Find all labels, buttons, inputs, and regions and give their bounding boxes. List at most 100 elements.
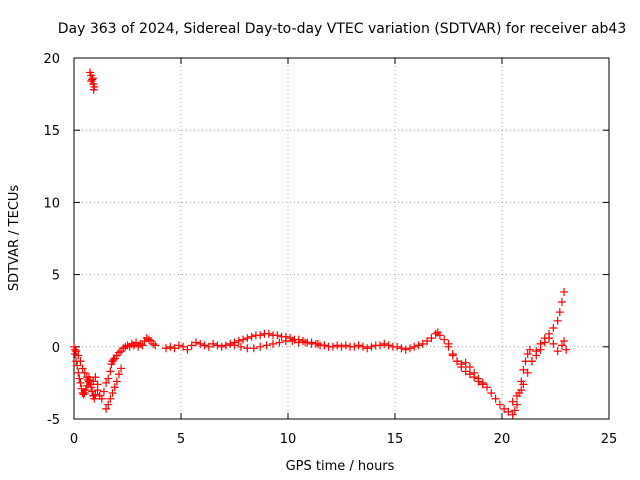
data-point xyxy=(440,335,449,344)
data-point xyxy=(187,341,196,350)
x-tick-label: 15 xyxy=(387,432,404,447)
data-point xyxy=(183,345,192,354)
data-point xyxy=(104,400,113,409)
data-point xyxy=(367,342,376,351)
data-point xyxy=(517,386,526,395)
data-point xyxy=(512,391,521,400)
data-point xyxy=(532,351,541,360)
data-point xyxy=(444,342,453,351)
data-point xyxy=(82,373,91,382)
data-point xyxy=(99,387,108,396)
data-point xyxy=(508,410,517,419)
data-point xyxy=(414,341,423,350)
data-point xyxy=(264,329,273,338)
data-point xyxy=(380,339,389,348)
data-point xyxy=(560,287,569,296)
data-point xyxy=(288,337,297,346)
data-point xyxy=(500,404,509,413)
data-point xyxy=(337,342,346,351)
data-point xyxy=(102,378,111,387)
data-point xyxy=(89,85,98,94)
data-point xyxy=(77,384,86,393)
data-point xyxy=(549,339,558,348)
data-point xyxy=(354,341,363,350)
data-point xyxy=(553,316,562,325)
data-point xyxy=(555,308,564,317)
data-point xyxy=(393,342,402,351)
data-point xyxy=(549,324,558,333)
data-point xyxy=(112,377,121,386)
data-point xyxy=(525,345,534,354)
data-point xyxy=(465,363,474,372)
x-tick-label: 10 xyxy=(280,432,297,447)
data-point xyxy=(405,344,414,353)
plot-frame xyxy=(73,57,610,420)
data-point xyxy=(239,335,248,344)
data-point xyxy=(204,342,213,351)
data-point xyxy=(76,357,85,366)
data-point xyxy=(72,347,81,356)
data-point xyxy=(320,341,329,350)
data-point xyxy=(91,390,100,399)
data-point xyxy=(80,368,89,377)
data-point xyxy=(110,383,119,392)
y-tick-label: 5 xyxy=(52,269,60,284)
data-point xyxy=(401,345,410,354)
x-tick-label: 25 xyxy=(601,432,618,447)
data-point xyxy=(358,342,367,351)
data-point xyxy=(474,377,483,386)
data-point xyxy=(226,339,235,348)
data-point xyxy=(247,332,256,341)
y-tick-label: 20 xyxy=(43,52,60,67)
data-point xyxy=(384,341,393,350)
data-point xyxy=(79,390,88,399)
data-point xyxy=(82,381,91,390)
data-point xyxy=(363,344,372,353)
data-point xyxy=(540,338,549,347)
data-point xyxy=(78,364,87,373)
data-point xyxy=(97,394,106,403)
data-point xyxy=(301,338,310,347)
data-point xyxy=(75,374,84,383)
chart-title: Day 363 of 2024, Sidereal Day-to-day VTE… xyxy=(58,21,627,37)
data-point xyxy=(88,75,97,84)
data-point xyxy=(410,342,419,351)
data-point xyxy=(523,368,532,377)
y-tick-label: 10 xyxy=(43,196,60,211)
data-point xyxy=(431,329,440,338)
data-point xyxy=(217,342,226,351)
data-point xyxy=(162,344,171,353)
data-point xyxy=(236,342,245,351)
data-point xyxy=(448,351,457,360)
data-point xyxy=(523,350,532,359)
data-point xyxy=(504,407,513,416)
data-point xyxy=(106,367,115,376)
data-point xyxy=(102,404,111,413)
data-point xyxy=(487,389,496,398)
data-point xyxy=(109,355,118,364)
data-point xyxy=(491,394,500,403)
data-point xyxy=(196,339,205,348)
data-point xyxy=(418,339,427,348)
y-axis-ticks: -5 0 5 10 15 20 xyxy=(43,52,609,428)
data-point xyxy=(478,380,487,389)
data-point xyxy=(234,337,243,346)
data-point xyxy=(397,344,406,353)
data-point xyxy=(138,341,147,350)
y-tick-label: 15 xyxy=(43,124,60,139)
data-point xyxy=(427,334,436,343)
data-point xyxy=(71,345,80,354)
data-point xyxy=(527,357,536,366)
data-point xyxy=(88,74,97,83)
data-point xyxy=(191,338,200,347)
data-point xyxy=(221,341,230,350)
data-point xyxy=(209,339,218,348)
x-axis-label: GPS time / hours xyxy=(286,459,395,474)
data-point xyxy=(74,351,83,360)
data-point xyxy=(453,357,462,366)
data-point xyxy=(179,342,188,351)
data-point xyxy=(91,373,100,382)
data-point xyxy=(114,370,123,379)
gridlines xyxy=(74,58,609,419)
